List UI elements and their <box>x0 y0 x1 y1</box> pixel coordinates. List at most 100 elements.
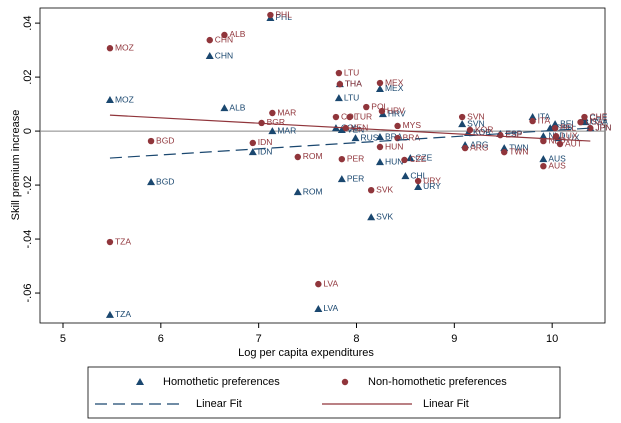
fit-line <box>109 114 591 142</box>
circle-point <box>367 186 375 194</box>
point-label: MAR <box>277 107 296 117</box>
point-label: AUS <box>548 160 566 170</box>
point-label: PER <box>347 153 364 163</box>
point-label: URY <box>423 175 441 185</box>
point-label: IDN <box>258 146 273 156</box>
point-label: PHL <box>275 9 292 19</box>
point-label: CZE <box>415 152 432 162</box>
point-label: PER <box>347 173 364 183</box>
triangle-point <box>539 132 548 140</box>
circle-point <box>267 11 274 19</box>
point-label: TWN <box>509 146 528 156</box>
triangle-point <box>220 104 229 112</box>
circle-point <box>556 140 564 148</box>
circle-point <box>269 109 276 117</box>
circle-point <box>497 131 504 139</box>
point-label: CHL <box>410 170 427 180</box>
legend-marker <box>341 378 349 386</box>
circle-point <box>315 280 322 288</box>
point-label: URY <box>423 181 441 191</box>
point-label: HUN <box>385 156 403 166</box>
point-label: CHE <box>589 111 607 121</box>
circle-point <box>346 113 353 121</box>
circle-point <box>332 113 340 121</box>
legend-label: Linear Fit <box>196 398 242 410</box>
point-label: LUX <box>561 130 578 140</box>
plot-frame <box>39 7 606 324</box>
circle-point <box>221 31 228 39</box>
triangle-point <box>351 134 360 142</box>
legend-marker <box>136 378 144 385</box>
triangle-point <box>205 52 214 60</box>
point-label: ITA <box>538 115 551 125</box>
point-label: HRV <box>388 108 406 118</box>
point-label: ARG <box>470 142 488 152</box>
point-label: TZA <box>115 236 131 246</box>
circle-point <box>106 238 114 246</box>
triangle-point <box>314 304 323 312</box>
y-tick-label: 0 <box>22 128 34 134</box>
triangle-point <box>375 133 384 141</box>
point-label: PHL <box>275 12 292 22</box>
triangle-point <box>337 175 346 183</box>
triangle-point <box>334 94 343 102</box>
point-label: TUR <box>355 111 372 121</box>
point-label: MOZ <box>115 42 134 52</box>
triangle-point <box>551 120 560 128</box>
point-label: VEN <box>347 124 364 134</box>
point-label: THA <box>345 78 362 88</box>
legend-label: Linear Fit <box>423 398 469 410</box>
circle-point <box>551 124 559 132</box>
legend-label: Homothetic preferences <box>163 376 280 388</box>
point-label: SVN <box>467 118 484 128</box>
triangle-point <box>458 120 467 128</box>
point-label: ROM <box>303 186 323 196</box>
y-tick-label: -.04 <box>22 230 34 249</box>
circle-point <box>587 124 594 132</box>
circle-point <box>466 126 474 134</box>
point-label: ARG <box>470 139 488 149</box>
y-axis-label: Skill premium increase <box>10 110 22 221</box>
point-label: BRA <box>403 132 421 142</box>
x-tick-label: 10 <box>546 333 558 345</box>
triangle-point <box>367 213 376 221</box>
point-label: BGR <box>267 117 285 127</box>
point-label: TWN <box>509 142 528 152</box>
point-label: USA <box>586 116 604 126</box>
circle-point <box>401 156 408 164</box>
x-tick-label: 5 <box>60 333 66 345</box>
circle-point <box>540 162 547 170</box>
triangle-point <box>268 127 277 135</box>
point-label: SVK <box>376 184 393 194</box>
point-label: KOR <box>475 124 493 134</box>
point-label: POL <box>371 101 388 111</box>
triangle-point <box>539 155 548 163</box>
triangle-point <box>147 178 156 186</box>
triangle-point <box>528 113 537 121</box>
point-label: MEX <box>385 83 404 93</box>
point-label: HRV <box>387 105 405 115</box>
circle-point <box>552 133 560 140</box>
circle-point <box>335 69 343 77</box>
x-tick-label: 8 <box>353 333 359 345</box>
point-label: MEX <box>385 77 404 87</box>
point-label: ALB <box>229 29 245 39</box>
circle-point <box>378 107 386 115</box>
circle-point <box>336 80 344 88</box>
point-label: VEN <box>351 122 368 132</box>
circle-point <box>106 45 114 52</box>
point-label: ALB <box>229 102 245 112</box>
point-label: LTU <box>344 92 359 102</box>
point-label: BEL <box>560 122 576 132</box>
point-label: JPN <box>595 122 611 132</box>
circle-point <box>376 143 384 151</box>
triangle-point <box>500 144 509 152</box>
point-label: AUT <box>565 138 582 148</box>
circle-point <box>540 137 547 145</box>
triangle-point <box>414 182 423 190</box>
x-axis-label: Log per capita expenditures <box>238 347 374 359</box>
circle-point <box>249 139 256 147</box>
x-tick-label: 6 <box>158 333 164 345</box>
point-label: COL <box>341 122 359 132</box>
triangle-point <box>375 158 384 166</box>
